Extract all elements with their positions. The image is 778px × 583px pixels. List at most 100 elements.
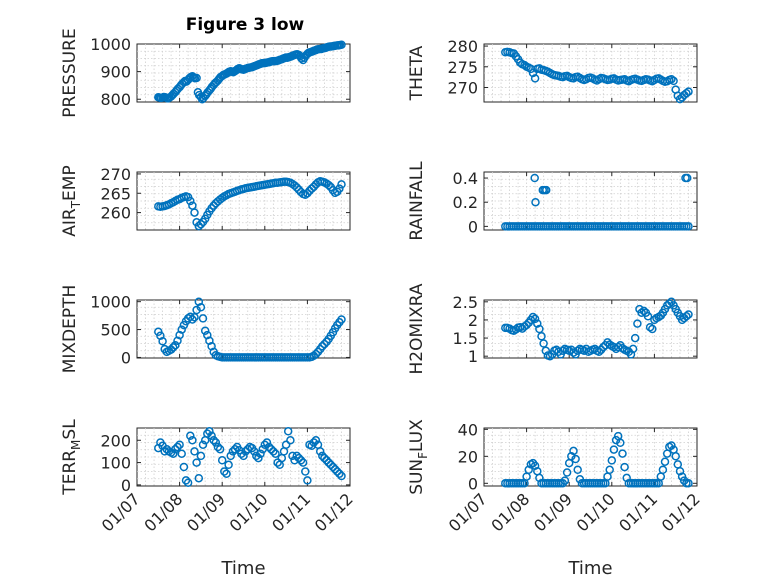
- series-markers: [154, 427, 346, 487]
- data-point: [682, 89, 691, 98]
- y-axis-label: PRESSURE: [60, 28, 80, 117]
- data-point: [622, 473, 631, 483]
- data-point: [166, 345, 176, 354]
- data-point: [535, 324, 544, 334]
- y-axis-label: THETA: [407, 45, 427, 101]
- data-point: [194, 221, 204, 231]
- x-axis-label: Time: [220, 558, 265, 579]
- data-point: [530, 314, 540, 324]
- data-point: [541, 346, 551, 356]
- data-point: [630, 333, 640, 343]
- data-point: [260, 440, 270, 449]
- data-point: [324, 458, 333, 467]
- y-tick-label: 800: [100, 90, 131, 109]
- data-point: [175, 440, 184, 449]
- y-tick-label: 0: [468, 474, 478, 493]
- series-markers: [154, 177, 346, 231]
- data-point: [605, 465, 614, 475]
- data-point: [315, 447, 325, 456]
- data-point: [337, 315, 346, 324]
- data-point: [324, 180, 333, 190]
- data-point: [669, 76, 678, 86]
- grid: [484, 300, 697, 358]
- grid: [137, 300, 350, 358]
- data-point: [626, 350, 636, 359]
- data-point: [192, 458, 201, 467]
- data-point: [335, 184, 344, 193]
- data-point: [628, 344, 638, 354]
- data-point: [217, 456, 227, 465]
- y-tick-label: 0.4: [453, 169, 478, 188]
- data-point: [230, 444, 240, 454]
- data-point: [330, 465, 340, 474]
- data-point: [200, 326, 210, 335]
- data-point: [660, 457, 670, 466]
- data-point: [684, 310, 693, 319]
- data-point: [194, 473, 204, 483]
- data-point: [309, 182, 319, 191]
- data-point: [241, 447, 250, 456]
- data-point: [530, 173, 539, 183]
- y-tick-label: 0.2: [453, 193, 478, 212]
- data-point: [294, 185, 304, 195]
- data-point: [196, 451, 206, 461]
- series-markers: [501, 47, 693, 104]
- data-point: [222, 469, 231, 478]
- data-point: [643, 312, 653, 321]
- data-point: [337, 40, 346, 50]
- data-point: [190, 208, 199, 217]
- y-tick-label: 200: [100, 431, 131, 450]
- data-point: [639, 306, 649, 316]
- data-point: [671, 452, 680, 461]
- data-point: [301, 467, 310, 476]
- data-point: [171, 340, 180, 350]
- data-point: [254, 453, 263, 463]
- data-point: [211, 438, 221, 447]
- y-tick-label: 280: [447, 37, 478, 56]
- series-markers: [154, 297, 346, 362]
- data-point: [252, 451, 261, 461]
- y-tick-label: 900: [100, 63, 131, 82]
- subplot-rainfall: 0 0.2 0.4 RAINFALL: [407, 161, 698, 241]
- data-point: [296, 456, 306, 465]
- data-point: [541, 185, 551, 195]
- data-point: [522, 320, 531, 330]
- data-point: [530, 461, 540, 471]
- data-point: [322, 456, 331, 465]
- data-point: [179, 462, 189, 472]
- data-point: [271, 449, 280, 458]
- data-point: [207, 431, 216, 441]
- data-point: [256, 449, 265, 458]
- data-point: [318, 342, 327, 351]
- data-point: [177, 325, 186, 334]
- data-point: [337, 471, 346, 481]
- data-point: [281, 440, 291, 449]
- data-point: [205, 427, 214, 436]
- data-point: [562, 468, 572, 477]
- data-point: [571, 454, 580, 464]
- series-markers: [501, 431, 693, 488]
- y-axis-label: MIXDEPTH: [60, 285, 80, 374]
- y-tick-label: 20: [458, 447, 478, 466]
- data-point: [311, 349, 321, 359]
- y-tick-label: 265: [100, 184, 131, 203]
- data-point: [530, 74, 540, 83]
- subplot-mixdepth: 0 500 1000 MIXDEPTH: [60, 285, 351, 374]
- data-point: [637, 308, 646, 317]
- data-point: [294, 453, 304, 463]
- series-markers: [501, 173, 693, 231]
- data-point: [183, 478, 193, 487]
- data-point: [290, 181, 299, 190]
- data-point: [198, 440, 208, 449]
- series-markers: [501, 297, 693, 361]
- y-tick-label: 1: [468, 347, 478, 366]
- data-point: [168, 449, 178, 458]
- data-point: [537, 332, 546, 341]
- data-point: [667, 441, 676, 450]
- data-point: [684, 87, 693, 96]
- y-tick-label: 0: [468, 217, 478, 236]
- y-tick-label: 270: [447, 79, 478, 98]
- data-point: [186, 196, 195, 206]
- data-point: [171, 444, 180, 454]
